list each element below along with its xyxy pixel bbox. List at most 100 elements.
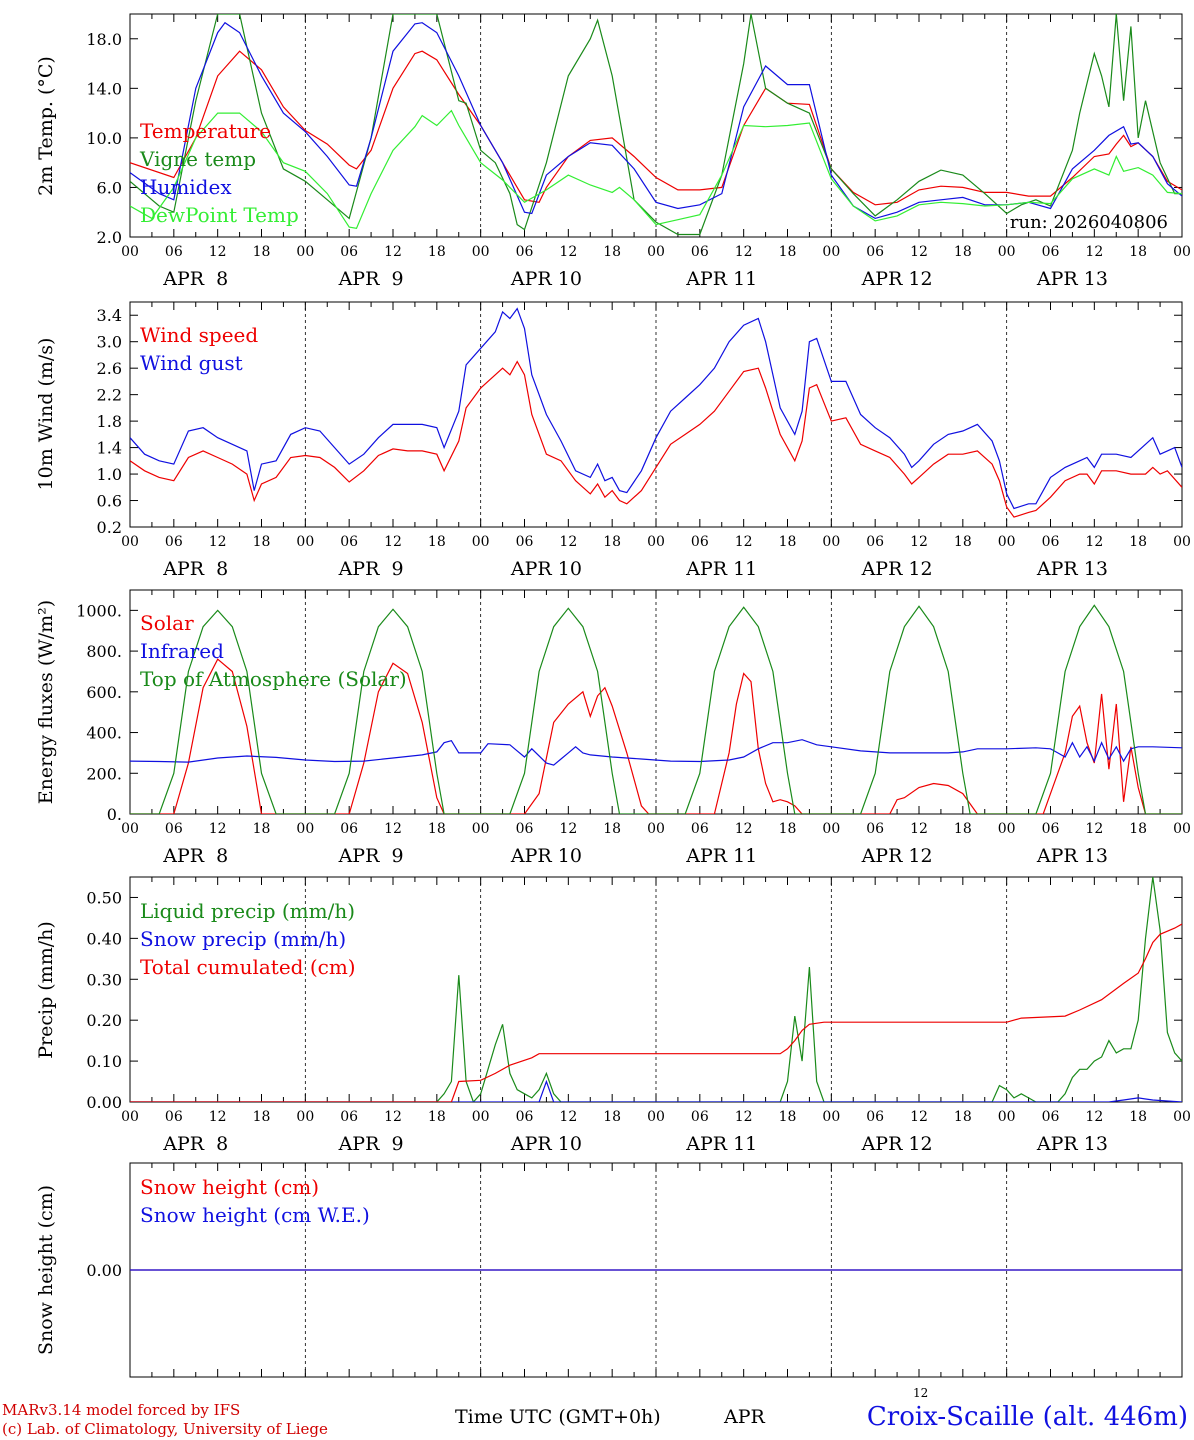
legend-entry: Infrared (140, 639, 224, 663)
x-tick-label: 00 (121, 821, 139, 837)
x-tick-label: 00 (121, 1109, 139, 1125)
y-axis-title: 10m Wind (m/s) (35, 338, 57, 491)
y-tick-label: 1.0 (97, 465, 122, 484)
month-number: 12 (913, 1386, 929, 1400)
y-tick-label: 0.30 (86, 970, 122, 989)
y-tick-label: 400. (86, 724, 122, 743)
y-tick-label: 0.40 (86, 929, 122, 948)
x-tick-label: 06 (1042, 821, 1060, 837)
x-tick-label: 12 (384, 821, 402, 837)
model-credit: MARv3.14 model forced by IFS (c) Lab. of… (2, 1401, 328, 1439)
x-tick-label: 00 (472, 821, 490, 837)
x-tick-label: 18 (954, 534, 972, 550)
series-line-humidex (130, 21, 1182, 220)
x-tick-label: 06 (340, 244, 358, 260)
x-tick-label: 12 (910, 534, 928, 550)
x-tick-label: 06 (691, 534, 709, 550)
x-tick-label: 06 (516, 1109, 534, 1125)
legend-entry: Liquid precip (mm/h) (140, 899, 355, 923)
x-tick-label: 18 (603, 244, 621, 260)
time-axis-label: Time UTC (GMT+0h) (455, 1406, 661, 1428)
x-tick-label: 00 (998, 1109, 1016, 1125)
x-tick-label: 00 (472, 244, 490, 260)
day-label: APR 13 (1036, 268, 1108, 290)
x-tick-label: 06 (691, 1109, 709, 1125)
y-tick-label: 200. (86, 764, 122, 783)
x-tick-label: 12 (910, 821, 928, 837)
x-tick-label: 12 (384, 1109, 402, 1125)
day-label: APR 8 (162, 1133, 228, 1155)
series-line-temperature (130, 50, 1182, 206)
legend-entry: Temperature (140, 119, 271, 143)
day-label: APR 10 (510, 845, 582, 867)
x-tick-label: 18 (253, 1109, 271, 1125)
y-tick-label: 0.10 (86, 1052, 122, 1071)
x-tick-label: 12 (209, 244, 227, 260)
legend-entry: Wind gust (140, 351, 243, 375)
x-tick-label: 06 (340, 821, 358, 837)
x-tick-label: 00 (472, 1109, 490, 1125)
y-tick-label: 2.0 (97, 228, 122, 247)
x-tick-label: 12 (209, 534, 227, 550)
legend-entry: DewPoint Temp (140, 203, 299, 227)
x-tick-label: 06 (1042, 534, 1060, 550)
legend-entry: Humidex (140, 175, 232, 199)
x-tick-label: 06 (340, 534, 358, 550)
x-tick-label: 00 (822, 534, 840, 550)
day-label: APR 13 (1036, 845, 1108, 867)
x-tick-label: 00 (998, 821, 1016, 837)
x-tick-label: 00 (1173, 534, 1191, 550)
x-tick-label: 00 (121, 244, 139, 260)
x-tick-label: 18 (428, 1109, 446, 1125)
legend-entry: Total cumulated (cm) (140, 955, 356, 979)
x-tick-label: 18 (603, 534, 621, 550)
x-tick-label: 18 (428, 534, 446, 550)
x-tick-label: 18 (779, 1109, 797, 1125)
y-tick-label: 3.4 (97, 306, 122, 325)
y-tick-label: 0.6 (97, 492, 122, 511)
x-tick-label: 00 (1173, 244, 1191, 260)
x-tick-label: 12 (209, 821, 227, 837)
x-tick-label: 00 (998, 244, 1016, 260)
day-label: APR 12 (861, 1133, 933, 1155)
x-tick-label: 12 (735, 1109, 753, 1125)
x-tick-label: 06 (516, 244, 534, 260)
x-tick-label: 00 (998, 534, 1016, 550)
day-label: APR 11 (685, 558, 757, 580)
x-tick-label: 12 (735, 534, 753, 550)
x-tick-label: 18 (603, 821, 621, 837)
day-label: APR 12 (861, 558, 933, 580)
x-tick-label: 12 (384, 244, 402, 260)
series-line-wind-gust (130, 307, 1182, 510)
legend-entry: Solar (140, 611, 194, 635)
y-tick-label: 18.0 (86, 30, 122, 49)
day-label: APR 13 (1036, 1133, 1108, 1155)
x-tick-label: 18 (428, 821, 446, 837)
day-label: APR 10 (510, 1133, 582, 1155)
panel-frame (129, 301, 1183, 528)
day-label: APR 10 (510, 558, 582, 580)
x-tick-label: 06 (165, 534, 183, 550)
x-tick-label: 00 (1173, 1109, 1191, 1125)
series-line-liquid-precip-mm-h (130, 877, 1182, 1102)
x-tick-label: 18 (253, 821, 271, 837)
x-tick-label: 18 (1129, 534, 1147, 550)
series-line-wind-speed (130, 360, 1182, 518)
x-tick-label: 18 (1129, 1109, 1147, 1125)
x-tick-label: 18 (1129, 821, 1147, 837)
y-tick-label: 2.6 (97, 359, 122, 378)
x-tick-label: 00 (121, 534, 139, 550)
day-label: APR 12 (861, 268, 933, 290)
x-tick-label: 18 (603, 1109, 621, 1125)
x-tick-label: 18 (253, 244, 271, 260)
y-axis-title: 2m Temp. (°C) (35, 56, 57, 196)
x-tick-label: 18 (779, 821, 797, 837)
day-label: APR 13 (1036, 558, 1108, 580)
x-tick-label: 18 (779, 244, 797, 260)
x-tick-label: 06 (1042, 1109, 1060, 1125)
day-label: APR 9 (338, 558, 404, 580)
day-label: APR 10 (510, 268, 582, 290)
x-tick-label: 00 (296, 1109, 314, 1125)
legend-entry: Snow height (cm) (140, 1175, 319, 1199)
